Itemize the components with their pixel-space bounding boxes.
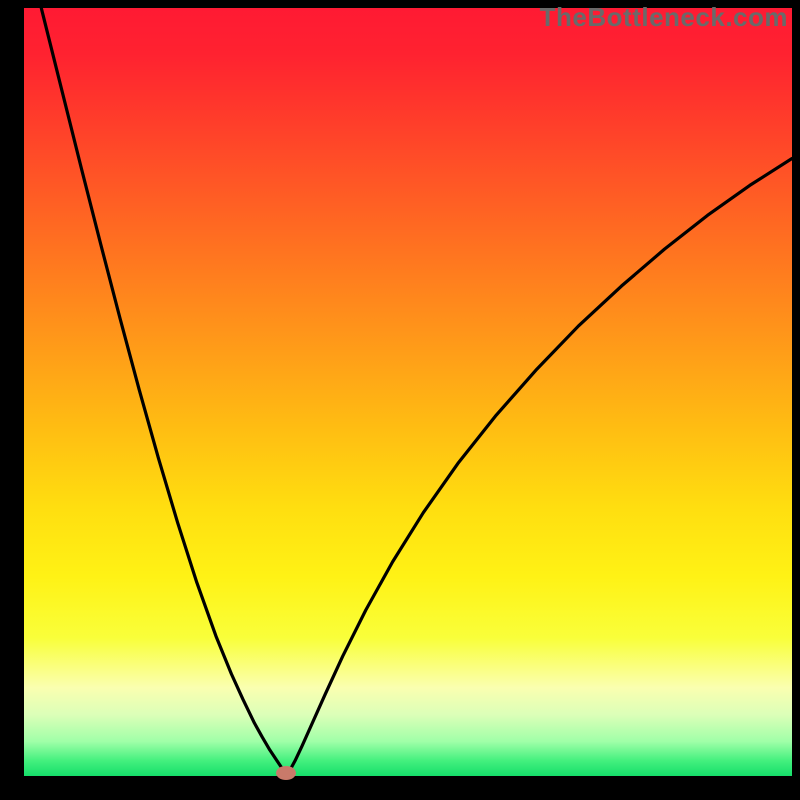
- bottleneck-curve: [24, 8, 792, 776]
- plot-area: [24, 8, 792, 776]
- watermark-text: TheBottleneck.com: [540, 2, 788, 33]
- optimum-marker: [276, 766, 296, 780]
- chart-root: TheBottleneck.com: [0, 0, 800, 800]
